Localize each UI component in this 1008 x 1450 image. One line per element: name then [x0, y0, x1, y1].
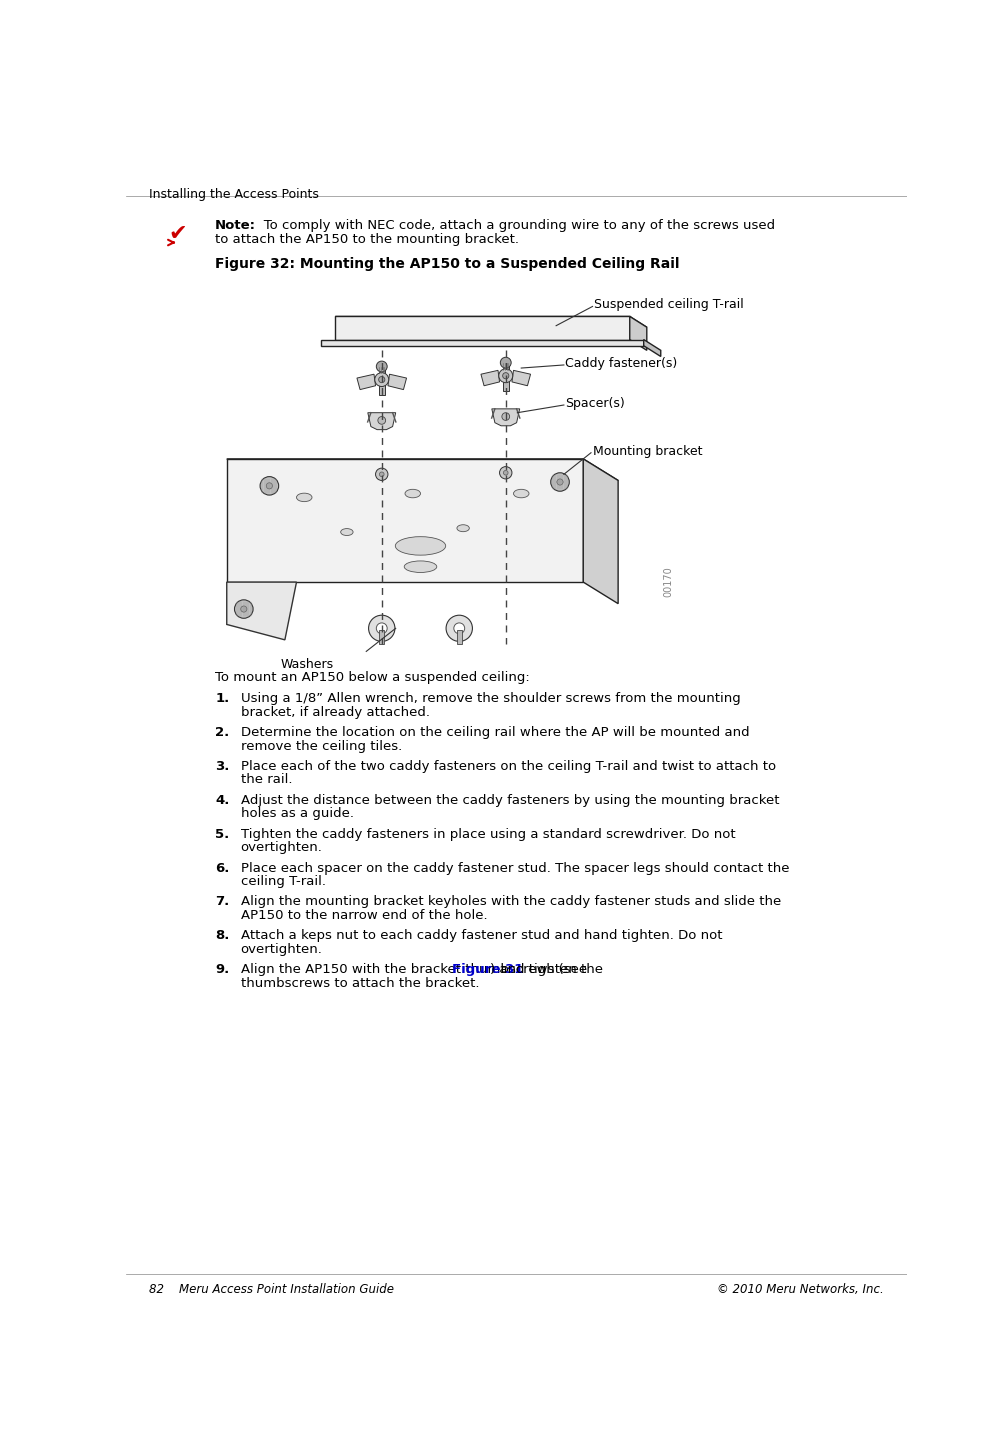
- Circle shape: [499, 368, 513, 383]
- Circle shape: [379, 473, 384, 477]
- Circle shape: [500, 467, 512, 479]
- Ellipse shape: [405, 489, 420, 497]
- Text: Align the mounting bracket keyholes with the caddy fastener studs and slide the: Align the mounting bracket keyholes with…: [241, 896, 781, 909]
- Ellipse shape: [341, 529, 353, 535]
- Text: Adjust the distance between the caddy fasteners by using the mounting bracket: Adjust the distance between the caddy fa…: [241, 793, 779, 806]
- Text: the rail.: the rail.: [241, 773, 292, 786]
- Text: Caddy fastener(s): Caddy fastener(s): [565, 357, 677, 370]
- Text: 4.: 4.: [215, 793, 230, 806]
- Bar: [457, 629, 462, 644]
- Polygon shape: [584, 458, 618, 603]
- Polygon shape: [630, 316, 647, 351]
- Circle shape: [260, 477, 278, 494]
- Text: ✔: ✔: [168, 225, 187, 244]
- Circle shape: [502, 413, 510, 420]
- Polygon shape: [227, 458, 584, 581]
- Text: remove the ceiling tiles.: remove the ceiling tiles.: [241, 740, 402, 753]
- Circle shape: [235, 600, 253, 618]
- Text: 00170: 00170: [663, 567, 673, 597]
- Text: 1.: 1.: [215, 692, 230, 705]
- Polygon shape: [388, 374, 406, 390]
- Text: To mount an AP150 below a suspended ceiling:: To mount an AP150 below a suspended ceil…: [215, 671, 530, 683]
- Circle shape: [454, 624, 465, 634]
- Circle shape: [503, 470, 508, 476]
- Text: 6.: 6.: [215, 861, 230, 874]
- Circle shape: [241, 606, 247, 612]
- Polygon shape: [512, 370, 530, 386]
- Text: ) and tighten the: ) and tighten the: [490, 963, 603, 976]
- Polygon shape: [368, 413, 396, 429]
- Text: 82    Meru Access Point Installation Guide: 82 Meru Access Point Installation Guide: [149, 1283, 394, 1296]
- Text: Suspended ceiling T-rail: Suspended ceiling T-rail: [594, 299, 744, 312]
- Text: overtighten.: overtighten.: [241, 942, 323, 956]
- Polygon shape: [492, 409, 520, 426]
- Text: Washers: Washers: [281, 657, 334, 670]
- Polygon shape: [481, 370, 500, 386]
- Polygon shape: [336, 316, 647, 328]
- Text: Installing the Access Points: Installing the Access Points: [149, 188, 320, 202]
- Text: AP150 to the narrow end of the hole.: AP150 to the narrow end of the hole.: [241, 909, 487, 922]
- Text: overtighten.: overtighten.: [241, 841, 323, 854]
- Text: 3.: 3.: [215, 760, 230, 773]
- Text: Note:: Note:: [215, 219, 256, 232]
- Text: Tighten the caddy fasteners in place using a standard screwdriver. Do not: Tighten the caddy fasteners in place usi…: [241, 828, 735, 841]
- Text: thumbscrews to attach the bracket.: thumbscrews to attach the bracket.: [241, 977, 479, 990]
- Ellipse shape: [395, 536, 446, 555]
- Text: 2.: 2.: [215, 726, 230, 740]
- Circle shape: [379, 377, 385, 383]
- Text: Using a 1/8” Allen wrench, remove the shoulder screws from the mounting: Using a 1/8” Allen wrench, remove the sh…: [241, 692, 741, 705]
- Circle shape: [376, 468, 388, 480]
- Ellipse shape: [457, 525, 470, 532]
- Circle shape: [556, 478, 563, 486]
- Polygon shape: [357, 374, 376, 390]
- Ellipse shape: [404, 561, 436, 573]
- Text: To comply with NEC code, attach a grounding wire to any of the screws used: To comply with NEC code, attach a ground…: [251, 219, 775, 232]
- Text: Attach a keps nut to each caddy fastener stud and hand tighten. Do not: Attach a keps nut to each caddy fastener…: [241, 929, 722, 942]
- Text: 9.: 9.: [215, 963, 230, 976]
- Circle shape: [550, 473, 570, 492]
- Circle shape: [503, 373, 509, 378]
- Text: © 2010 Meru Networks, Inc.: © 2010 Meru Networks, Inc.: [718, 1283, 884, 1296]
- Polygon shape: [322, 339, 644, 345]
- Circle shape: [266, 483, 272, 489]
- Circle shape: [369, 615, 395, 641]
- Circle shape: [500, 357, 511, 368]
- Circle shape: [447, 615, 473, 641]
- Text: bracket, if already attached.: bracket, if already attached.: [241, 706, 429, 719]
- Polygon shape: [336, 316, 630, 339]
- Circle shape: [378, 416, 386, 425]
- Text: 5.: 5.: [215, 828, 230, 841]
- Text: Place each spacer on the caddy fastener stud. The spacer legs should contact the: Place each spacer on the caddy fastener …: [241, 861, 789, 874]
- Bar: [379, 368, 385, 394]
- Circle shape: [376, 361, 387, 371]
- Ellipse shape: [296, 493, 312, 502]
- Text: to attach the AP150 to the mounting bracket.: to attach the AP150 to the mounting brac…: [215, 232, 519, 245]
- Text: Align the AP150 with the bracket thumbscrews (see: Align the AP150 with the bracket thumbsc…: [241, 963, 591, 976]
- Bar: [379, 629, 384, 644]
- Text: holes as a guide.: holes as a guide.: [241, 808, 354, 821]
- Text: Figure 31: Figure 31: [452, 963, 523, 976]
- Text: 7.: 7.: [215, 896, 230, 909]
- Text: Spacer(s): Spacer(s): [565, 397, 625, 410]
- Text: Figure 32: Mounting the AP150 to a Suspended Ceiling Rail: Figure 32: Mounting the AP150 to a Suspe…: [215, 257, 679, 271]
- Polygon shape: [227, 458, 618, 480]
- Ellipse shape: [513, 489, 529, 497]
- Circle shape: [376, 624, 387, 634]
- Polygon shape: [644, 339, 661, 357]
- Text: Mounting bracket: Mounting bracket: [593, 445, 702, 458]
- Circle shape: [375, 373, 389, 387]
- Bar: [503, 364, 509, 392]
- Polygon shape: [227, 581, 296, 639]
- Text: ceiling T-rail.: ceiling T-rail.: [241, 876, 326, 887]
- Text: Determine the location on the ceiling rail where the AP will be mounted and: Determine the location on the ceiling ra…: [241, 726, 749, 740]
- Text: Place each of the two caddy fasteners on the ceiling T-rail and twist to attach : Place each of the two caddy fasteners on…: [241, 760, 776, 773]
- Text: 8.: 8.: [215, 929, 230, 942]
